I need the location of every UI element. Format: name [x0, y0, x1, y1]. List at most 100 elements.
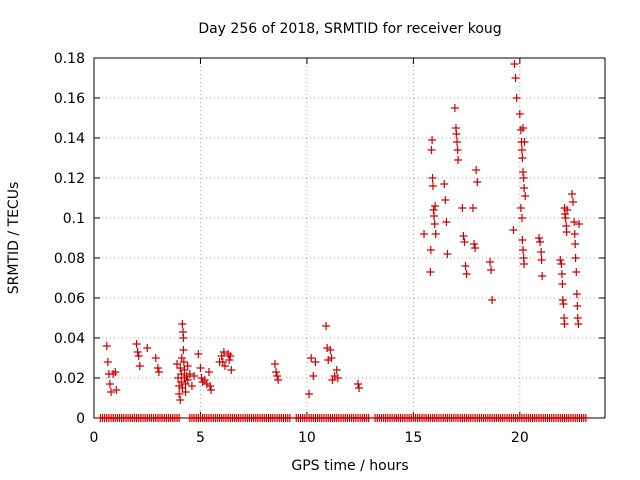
data-point: [557, 270, 566, 278]
data-point: [431, 202, 440, 210]
data-point: [112, 386, 121, 394]
data-point: [453, 146, 462, 154]
axis-ticks: [93, 57, 605, 419]
data-point: [560, 210, 569, 218]
grid: [94, 58, 605, 418]
data-point: [270, 360, 279, 368]
y-axis-title: SRMTID / TECUs: [6, 182, 22, 295]
plot-frame: [93, 57, 606, 419]
data-point: [322, 322, 331, 330]
data-point: [428, 182, 437, 190]
data-point: [453, 138, 462, 146]
data-point: [196, 364, 205, 372]
data-point: [426, 246, 435, 254]
data-point: [307, 354, 316, 362]
data-point: [443, 250, 452, 258]
y-tick-label: 0.04: [54, 331, 85, 347]
data-point: [487, 266, 496, 274]
data-point: [518, 236, 527, 244]
data-point: [107, 388, 116, 396]
data-point: [517, 146, 526, 154]
data-point: [519, 246, 528, 254]
data-point: [574, 320, 583, 328]
data-point: [220, 362, 229, 370]
data-point: [567, 190, 576, 198]
data-point: [179, 346, 188, 354]
data-point: [151, 354, 160, 362]
data-point: [198, 378, 207, 386]
data-point: [135, 362, 144, 370]
data-point: [575, 220, 584, 228]
data-point: [520, 260, 529, 268]
data-point: [154, 368, 163, 376]
y-tick-label: 0.14: [54, 131, 85, 147]
data-point: [556, 256, 565, 264]
data-point: [519, 174, 528, 182]
data-point: [431, 230, 440, 238]
data-point: [521, 192, 530, 200]
data-point: [224, 350, 233, 358]
data-point: [194, 350, 203, 358]
data-point: [557, 260, 566, 268]
data-point: [537, 256, 546, 264]
data-point: [103, 358, 112, 366]
data-point: [185, 370, 194, 378]
chart-title: Day 256 of 2018, SRMTID for receiver kou…: [198, 21, 501, 37]
data-point: [440, 180, 449, 188]
x-tick-label: 20: [511, 430, 529, 446]
data-point: [573, 302, 582, 310]
data-point: [519, 168, 528, 176]
data-point: [518, 154, 527, 162]
data-point: [225, 356, 234, 364]
data-point: [132, 340, 141, 348]
data-point: [570, 230, 579, 238]
data-point: [454, 156, 463, 164]
data-point: [462, 270, 471, 278]
data-point: [510, 60, 519, 68]
y-tick-label: 0.12: [54, 171, 85, 187]
x-tick-label: 15: [404, 430, 422, 446]
data-point: [569, 198, 578, 206]
tick-labels: 0 0.02 0.04 0.06 0.08 0.1 0.12 0.14 0.16 0.18 0 5 10…: [54, 51, 529, 446]
x-tick-label: 0: [90, 430, 99, 446]
data-point: [102, 342, 111, 350]
data-point: [274, 376, 283, 384]
y-tick-label: 0: [76, 411, 85, 427]
data-point: [153, 364, 162, 372]
data-point: [472, 166, 481, 174]
data-point: [450, 104, 459, 112]
data-point: [572, 268, 581, 276]
data-point: [570, 218, 579, 226]
y-tick-label: 0.06: [54, 291, 85, 307]
y-tick-label: 0.1: [63, 211, 85, 227]
data-point: [430, 212, 439, 220]
y-tick-label: 0.02: [54, 371, 85, 387]
data-point: [355, 384, 364, 392]
data-point: [176, 364, 185, 372]
data-point: [183, 362, 192, 370]
data-point: [428, 174, 437, 182]
data-point: [227, 366, 236, 374]
data-point: [560, 320, 569, 328]
data-point: [473, 178, 482, 186]
data-point: [305, 390, 314, 398]
data-point: [559, 300, 568, 308]
data-point: [516, 204, 525, 212]
data-point: [468, 204, 477, 212]
y-tick-label: 0.08: [54, 251, 85, 267]
data-point: [178, 320, 187, 328]
data-point: [219, 348, 228, 356]
data-point: [562, 228, 571, 236]
data-point: [458, 204, 467, 212]
data-point: [512, 94, 521, 102]
data-point: [420, 230, 429, 238]
data-point: [460, 238, 469, 246]
data-point: [427, 146, 436, 154]
data-point: [488, 296, 497, 304]
data-point: [143, 344, 152, 352]
data-point: [133, 348, 142, 356]
data-point: [517, 214, 526, 222]
data-point: [519, 124, 528, 132]
data-point: [226, 352, 235, 360]
data-point: [176, 396, 185, 404]
